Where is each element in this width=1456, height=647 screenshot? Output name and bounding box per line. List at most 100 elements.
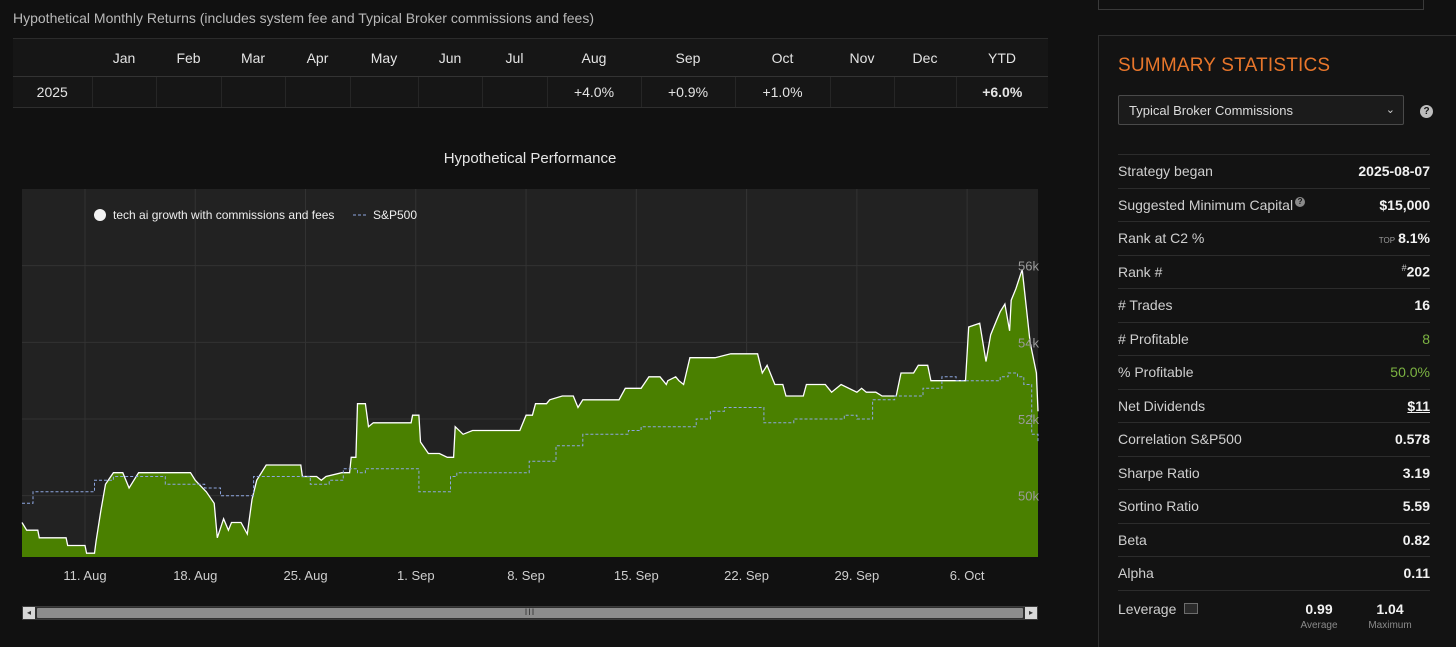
stat-value: 0.82 [1402, 531, 1430, 548]
commission-select-value[interactable]: Typical Broker Commissions [1129, 103, 1293, 118]
scroll-thumb[interactable]: III [37, 607, 1023, 618]
strategy-line [21, 269, 1039, 554]
stat-label: Strategy began [1118, 163, 1213, 180]
scroll-right-arrow[interactable]: ▸ [1025, 607, 1037, 619]
x-tick-label: 22. Sep [724, 568, 769, 583]
x-tick-label: 11. Aug [63, 568, 106, 583]
chart-icon[interactable] [1184, 602, 1198, 614]
stat-label: Sharpe Ratio [1118, 464, 1200, 481]
chart-scrollbar[interactable]: ◂ III ▸ [22, 606, 1038, 620]
stat-row-pct-profitable: % Profitable 50.0% [1118, 355, 1430, 389]
header-may: May [350, 38, 418, 77]
chart-legend[interactable]: tech ai growth with commissions and fees… [94, 208, 417, 222]
cell-sep: +0.9% [641, 76, 736, 108]
stat-value: 5.59 [1402, 498, 1430, 515]
performance-chart[interactable]: 50k 52k 54k 56k 11. Aug 18. Aug 25. Aug 1. Sep… [0, 178, 1060, 598]
scroll-grip-icon[interactable]: III [524, 607, 536, 617]
stat-row-sortino: Sortino Ratio 5.59 [1118, 489, 1430, 523]
header-aug: Aug [547, 38, 641, 77]
x-tick-label: 6. Oct [950, 568, 985, 583]
cell-jul [482, 76, 548, 108]
help-icon[interactable]: ? [1295, 197, 1306, 208]
stat-value: #202 [1402, 263, 1430, 280]
leverage-maximum: 1.04 Maximum [1360, 601, 1420, 631]
y-tick-label: 50k [1018, 489, 1039, 504]
legend-benchmark-label[interactable]: S&P500 [373, 208, 417, 222]
leverage-maximum-label: Maximum [1368, 619, 1412, 631]
header-apr: Apr [285, 38, 350, 77]
stat-row-sharpe: Sharpe Ratio 3.19 [1118, 455, 1430, 490]
header-mar: Mar [221, 38, 285, 77]
stat-value: 2025-08-07 [1358, 163, 1430, 180]
legend-strategy-label[interactable]: tech ai growth with commissions and fees [113, 208, 334, 222]
x-tick-label: 15. Sep [614, 568, 659, 583]
rank-hash: # [1401, 263, 1407, 274]
stat-row-min-capital: Suggested Minimum Capital? $15,000 [1118, 187, 1430, 222]
leverage-average: 0.99 Average [1289, 601, 1349, 631]
stat-row-rank-pct: Rank at C2 % TOP 8.1% [1118, 221, 1430, 255]
top-panel-edge [1098, 0, 1424, 10]
stat-label: Rank # [1118, 263, 1163, 280]
y-tick-label: 52k [1018, 412, 1039, 427]
stat-row-beta: Beta 0.82 [1118, 522, 1430, 557]
legend-strategy-marker[interactable] [94, 209, 106, 221]
header-oct: Oct [735, 38, 830, 77]
help-icon[interactable]: ? [1420, 105, 1433, 118]
stat-value: TOP 8.1% [1379, 230, 1430, 246]
cell-aug: +4.0% [547, 76, 642, 108]
returns-row-2025: 2025 +4.0% +0.9% +1.0% +6.0% [13, 76, 1048, 108]
stat-label: Beta [1118, 531, 1147, 548]
header-nov: Nov [830, 38, 894, 77]
stat-row-profitable: # Profitable 8 [1118, 321, 1430, 356]
header-jul: Jul [482, 38, 547, 77]
stat-value: 3.19 [1402, 464, 1430, 481]
stat-row-correlation: Correlation S&P500 0.578 [1118, 422, 1430, 456]
y-tick-label: 54k [1018, 335, 1039, 350]
header-jun: Jun [418, 38, 482, 77]
stat-row-rank-num: Rank # #202 [1118, 254, 1430, 289]
x-tick-label: 29. Sep [834, 568, 879, 583]
leverage-average-label: Average [1300, 619, 1338, 631]
stat-label: Rank at C2 % [1118, 230, 1205, 247]
header-ytd: YTD [956, 38, 1048, 77]
cell-oct: +1.0% [735, 76, 831, 108]
x-tick-label: 18. Aug [173, 568, 217, 583]
stat-label: % Profitable [1118, 364, 1194, 381]
row-year: 2025 [13, 76, 93, 108]
cell-nov [830, 76, 895, 108]
header-feb: Feb [156, 38, 221, 77]
header-jan: Jan [92, 38, 156, 77]
stat-row-trades: # Trades 16 [1118, 288, 1430, 322]
cell-feb [156, 76, 222, 108]
rank-prefix: TOP [1378, 236, 1396, 246]
cell-mar [221, 76, 286, 108]
chevron-down-icon[interactable]: ⌄ [1385, 104, 1395, 116]
cell-may [350, 76, 419, 108]
leverage-maximum-value: 1.04 [1376, 600, 1404, 617]
leverage-label: Leverage [1118, 600, 1177, 617]
commission-select[interactable]: Typical Broker Commissions ⌄ [1118, 95, 1404, 125]
summary-title: SUMMARY STATISTICS [1118, 55, 1331, 76]
header-dec: Dec [894, 38, 956, 77]
stat-label: # Trades [1118, 297, 1173, 314]
x-tick-label: 25. Aug [283, 568, 327, 583]
stat-label: Sortino Ratio [1118, 498, 1199, 515]
stat-value: 0.578 [1394, 431, 1430, 448]
y-tick-label: 56k [1018, 259, 1039, 274]
stats-list: Strategy began 2025-08-07 Suggested Mini… [1118, 154, 1430, 640]
cell-jun [418, 76, 483, 108]
monthly-returns-title: Hypothetical Monthly Returns (includes s… [13, 10, 594, 26]
stat-value: 50.0% [1390, 364, 1430, 381]
x-tick-label: 8. Sep [507, 568, 545, 583]
monthly-returns-table: Jan Feb Mar Apr May Jun Jul Aug Sep Oct … [13, 38, 1048, 108]
x-tick-label: 1. Sep [397, 568, 435, 583]
rank-num-value: 202 [1406, 264, 1430, 281]
stat-label-text: Suggested Minimum Capital [1118, 196, 1294, 213]
scroll-left-arrow[interactable]: ◂ [23, 607, 35, 619]
net-dividends-link[interactable]: $11 [1407, 397, 1430, 414]
stat-label: # Profitable [1118, 330, 1189, 347]
cell-apr [285, 76, 351, 108]
stat-row-net-dividends: Net Dividends $11 [1118, 388, 1430, 423]
stat-value: 8 [1422, 330, 1430, 347]
stat-row-strategy-began: Strategy began 2025-08-07 [1118, 154, 1430, 188]
